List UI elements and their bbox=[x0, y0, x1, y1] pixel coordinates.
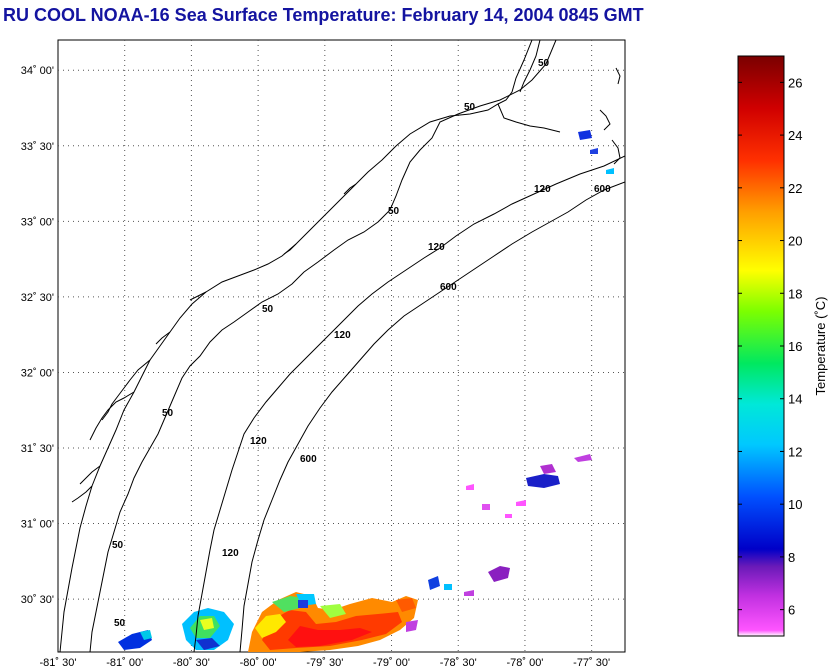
island-1 bbox=[599, 109, 611, 131]
isobath-label: 50 bbox=[388, 206, 400, 217]
coastline-sound bbox=[519, 40, 541, 93]
isobath-label: 50 bbox=[162, 408, 174, 419]
lon-tick-label: -79˚ 00' bbox=[373, 657, 410, 669]
sst-patch-main-green bbox=[272, 596, 304, 612]
lat-tick-label: 32˚ 00' bbox=[21, 367, 54, 379]
lon-tick-label: -81˚ 00' bbox=[106, 657, 143, 669]
isobath-label: 120 bbox=[334, 330, 351, 341]
isobath-label: 50 bbox=[112, 540, 124, 551]
coastline-inlet-4 bbox=[71, 485, 93, 503]
map-gridlines bbox=[58, 40, 625, 652]
lat-tick-label: 31˚ 30' bbox=[21, 443, 54, 455]
sst-patch-magenta-1b bbox=[540, 464, 556, 474]
colorbar-tick-label: 24 bbox=[788, 128, 802, 143]
coastline-inlet-7 bbox=[283, 243, 297, 255]
colorbar-tick-label: 8 bbox=[788, 550, 795, 565]
isobath-600 bbox=[239, 181, 625, 652]
lon-tick-label: -80˚ 00' bbox=[240, 657, 277, 669]
lon-tick-label: -79˚ 30' bbox=[306, 657, 343, 669]
colorbar-scale bbox=[737, 55, 785, 637]
island-2 bbox=[611, 139, 621, 165]
coastline-inlet-1 bbox=[101, 359, 151, 421]
sst-patch-main-blue bbox=[298, 600, 308, 608]
sst-patch-west-yellow bbox=[200, 618, 214, 630]
lon-tick-label: -77˚ 30' bbox=[573, 657, 610, 669]
map-axis-labels: 34˚ 00' 33˚ 30' 33˚ 00' 32˚ 30' 32˚ 00' 31˚ 3… bbox=[21, 65, 610, 669]
sst-patch-main-edge-magenta bbox=[406, 620, 418, 632]
lat-tick-label: 34˚ 00' bbox=[21, 65, 54, 77]
sst-patch-magenta-3 bbox=[488, 566, 510, 582]
isobath-label: 120 bbox=[250, 436, 267, 447]
sst-patch-southwest-cyan bbox=[140, 630, 152, 640]
coastline bbox=[59, 40, 533, 652]
coastline-inlet-6 bbox=[189, 291, 207, 301]
isobath-label: 600 bbox=[300, 454, 317, 465]
sst-patch-magenta-4 bbox=[466, 484, 474, 490]
sst-patch-north-cyan bbox=[606, 168, 614, 174]
sst-patch-west-blue bbox=[196, 638, 220, 650]
isobath-label: 600 bbox=[440, 282, 457, 293]
lon-tick-label: -78˚ 00' bbox=[506, 657, 543, 669]
isobath-label: 50 bbox=[262, 304, 274, 315]
sst-patch-main-core bbox=[288, 626, 372, 647]
isobath-label: 600 bbox=[594, 184, 611, 195]
isobath-contours bbox=[59, 40, 625, 652]
sst-patch-main-lightgreen bbox=[320, 604, 346, 618]
colorbar-ticks: 26 24 22 20 18 16 14 12 10 8 6 bbox=[738, 75, 802, 618]
isobath-120 bbox=[193, 155, 625, 652]
colorbar-tick-label: 10 bbox=[788, 497, 802, 512]
colorbar-tick-label: 6 bbox=[788, 603, 795, 618]
sst-patch-magenta-6 bbox=[482, 504, 490, 510]
coastline-inlet-8 bbox=[343, 183, 357, 195]
lat-tick-label: 30˚ 30' bbox=[21, 594, 54, 606]
lat-tick-label: 33˚ 00' bbox=[21, 216, 54, 228]
sst-patch-north-blue2 bbox=[590, 148, 598, 154]
coastline-inlet-2 bbox=[89, 391, 135, 441]
isobath-labels: 50 50 50 50 50 50 50 120 120 120 120 120… bbox=[112, 58, 611, 629]
lon-tick-label: -78˚ 30' bbox=[440, 657, 477, 669]
isobath-label: 50 bbox=[464, 102, 476, 113]
sst-patch-magenta-8 bbox=[464, 590, 474, 596]
lat-tick-label: 32˚ 30' bbox=[21, 292, 54, 304]
isobath-label: 50 bbox=[538, 58, 550, 69]
isobath-label: 120 bbox=[222, 548, 239, 559]
island-3 bbox=[615, 67, 621, 85]
lat-tick-label: 31˚ 00' bbox=[21, 519, 54, 531]
sst-patch-magenta-2 bbox=[574, 454, 592, 462]
sst-patch-main-yellow bbox=[255, 614, 286, 638]
sst-patch-magenta-1 bbox=[526, 474, 560, 488]
lat-tick-label: 33˚ 30' bbox=[21, 141, 54, 153]
sst-patch-magenta-7 bbox=[505, 514, 512, 518]
isobath-50 bbox=[89, 40, 557, 652]
colorbar-label: Temperature (˚C) bbox=[813, 297, 828, 396]
coastline-inlet-5 bbox=[155, 331, 171, 345]
colorbar-tick-label: 12 bbox=[788, 444, 802, 459]
map-title: RU COOL NOAA-16 Sea Surface Temperature:… bbox=[3, 5, 644, 25]
sst-patch-main-orange2 bbox=[396, 598, 416, 612]
colorbar-tick-label: 14 bbox=[788, 392, 802, 407]
colorbar-tick-label: 26 bbox=[788, 75, 802, 90]
colorbar-tick-label: 18 bbox=[788, 286, 802, 301]
sst-patch-cyan-small bbox=[444, 584, 452, 590]
colorbar-tick-label: 20 bbox=[788, 234, 802, 249]
map-frame bbox=[57, 39, 626, 653]
colorbar-tick-label: 16 bbox=[788, 339, 802, 354]
sst-patch-magenta-5 bbox=[516, 500, 526, 506]
isobath-label: 120 bbox=[534, 184, 551, 195]
lon-tick-label: -81˚ 30' bbox=[40, 657, 77, 669]
sst-patch-blue-small bbox=[428, 576, 440, 590]
sst-patch-north-blue bbox=[578, 130, 592, 140]
lon-tick-label: -80˚ 30' bbox=[173, 657, 210, 669]
coastline-inlet-9 bbox=[497, 103, 561, 133]
colorbar-tick-label: 22 bbox=[788, 181, 802, 196]
coastline-inlet-3 bbox=[79, 465, 101, 485]
isobath-label: 120 bbox=[428, 242, 445, 253]
isobath-label: 50 bbox=[114, 618, 126, 629]
